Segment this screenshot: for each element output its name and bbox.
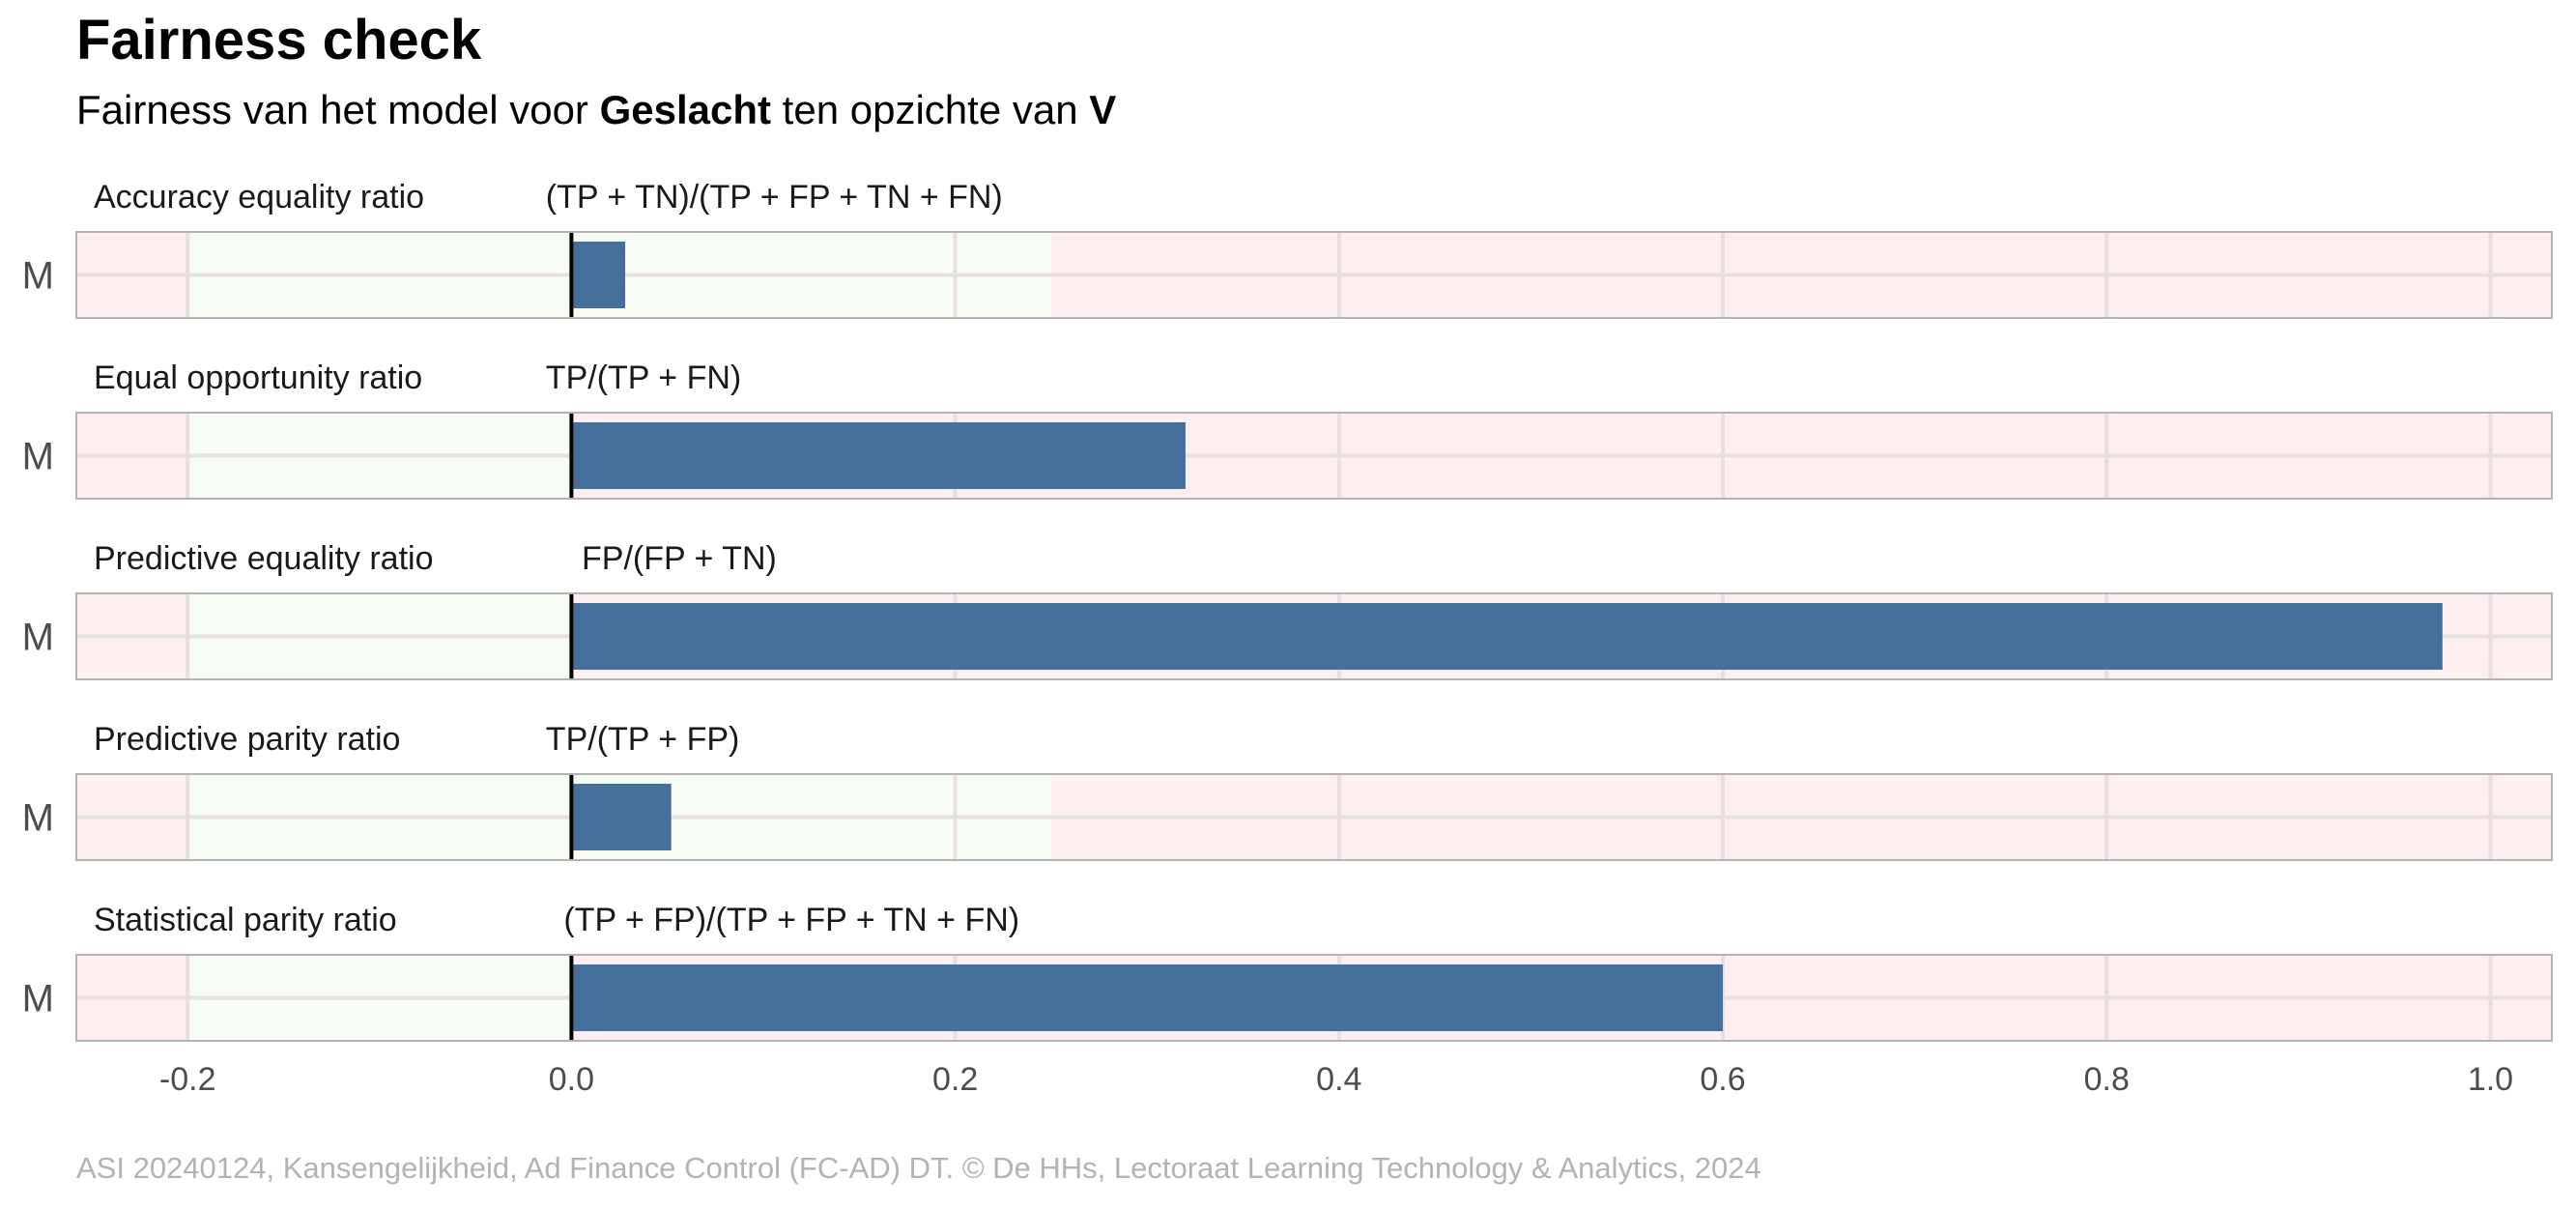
- facet-formula-label: TP/(TP + FN): [546, 360, 741, 396]
- x-tick-label: 0.4: [1316, 1061, 1361, 1098]
- y-tick-label: M: [22, 797, 54, 840]
- subtitle-reference: V: [1089, 87, 1117, 132]
- x-tick-label: -0.2: [159, 1061, 216, 1098]
- facet-formula-label: (TP + FP)/(TP + FP + TN + FN): [563, 902, 1019, 938]
- facet-metric-label: Accuracy equality ratio: [94, 179, 424, 216]
- x-tick-label: 0.2: [932, 1061, 978, 1098]
- facet-panel: Predictive equality ratio FP/(FP + TN) M: [22, 540, 2553, 680]
- facet-panel: Predictive parity ratio TP/(TP + FP) M: [22, 721, 2553, 861]
- panel-border: [75, 412, 2553, 500]
- x-tick-label: 0.6: [1700, 1061, 1745, 1098]
- facet-metric-label: Predictive equality ratio: [94, 540, 434, 577]
- chart-title: Fairness check: [76, 9, 482, 72]
- y-tick-label: M: [22, 255, 54, 298]
- x-tick-label: 0.0: [549, 1061, 594, 1098]
- facet-formula-label: FP/(FP + TN): [582, 540, 777, 577]
- subtitle-variable: Geslacht: [599, 87, 772, 132]
- bar-m: [571, 784, 672, 850]
- caption: ASI 20240124, Kansengelijkheid, Ad Finan…: [76, 1151, 1761, 1185]
- bar-m: [571, 242, 626, 308]
- facet-formula-label: TP/(TP + FP): [546, 721, 740, 758]
- facet-metric-label: Predictive parity ratio: [94, 721, 400, 758]
- subtitle-middle: ten opzichte van: [771, 87, 1090, 132]
- y-tick-label: M: [22, 978, 54, 1021]
- facet-panel: Statistical parity ratio (TP + FP)/(TP + …: [22, 902, 2553, 1042]
- facet-metric-label: Statistical parity ratio: [94, 902, 397, 938]
- x-tick-label: 0.8: [2084, 1061, 2130, 1098]
- y-tick-label: M: [22, 436, 54, 478]
- panel-border: [75, 231, 2553, 319]
- x-axis: -0.2 0.0 0.2 0.4 0.6 0.8 1.0: [159, 1061, 2513, 1098]
- subtitle-prefix: Fairness van het model voor: [76, 87, 600, 132]
- panel-border: [75, 773, 2553, 861]
- bar-m: [571, 964, 1724, 1031]
- panel-border: [75, 954, 2553, 1042]
- panel-border: [75, 592, 2553, 680]
- facet-panel: Equal opportunity ratio TP/(TP + FN) M: [22, 360, 2553, 500]
- bar-m: [571, 422, 1186, 489]
- facet-formula-label: (TP + TN)/(TP + FP + TN + FN): [546, 179, 1003, 216]
- facet-panel: Accuracy equality ratio (TP + TN)/(TP + F…: [22, 179, 2553, 319]
- facet-metric-label: Equal opportunity ratio: [94, 360, 422, 396]
- x-tick-label: 1.0: [2468, 1061, 2513, 1098]
- bar-m: [571, 603, 2443, 670]
- y-tick-label: M: [22, 617, 54, 659]
- chart-subtitle: Fairness van het model voor Geslacht ten…: [76, 87, 1116, 133]
